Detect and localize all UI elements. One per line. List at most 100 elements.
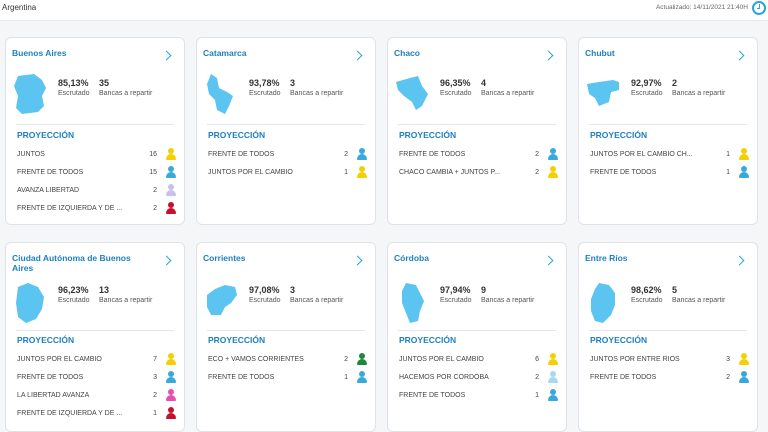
last-updated: Actualizado: 14/11/2021 21:40H — [655, 4, 748, 11]
chevron-right-icon[interactable] — [734, 255, 745, 266]
party-seats: 2 — [535, 374, 539, 381]
escrutado-label: Escrutado — [58, 297, 90, 304]
chevron-right-icon[interactable] — [543, 50, 554, 61]
projection-heading: PROYECCIÓN — [590, 335, 648, 345]
escrutado-stat: 97,08% Escrutado — [249, 285, 281, 306]
chevron-right-icon[interactable] — [352, 255, 363, 266]
escrutado-value: 85,13% — [58, 78, 89, 88]
province-name[interactable]: Entre Ríos — [585, 253, 628, 263]
escrutado-stat: 98,62% Escrutado — [631, 285, 663, 306]
province-card[interactable]: Catamarca 93,78% Escrutado 3 Bancas a repart… — [196, 37, 376, 225]
person-icon — [739, 148, 749, 161]
projection-list: FRENTE DE TODOS 2 CHACO CAMBIA + JUNTOS P.… — [399, 148, 560, 184]
escrutado-label: Escrutado — [249, 90, 281, 97]
escrutado-label: Escrutado — [631, 90, 663, 97]
party-row[interactable]: JUNTOS POR EL CAMBIO 7 — [17, 353, 178, 371]
party-seats: 2 — [535, 151, 539, 158]
province-card[interactable]: Corrientes 97,08% Escrutado 3 Bancas a repar… — [196, 242, 376, 432]
party-name: FRENTE DE TODOS — [208, 374, 275, 381]
party-row[interactable]: FRENTE DE TODOS 3 — [17, 371, 178, 389]
party-row[interactable]: JUNTOS POR EL CAMBIO CH... 1 — [590, 148, 751, 166]
escrutado-stat: 85,13% Escrutado — [58, 78, 90, 99]
chevron-right-icon[interactable] — [161, 255, 172, 266]
bancas-stat: 35 Bancas a repartir — [99, 78, 152, 99]
projection-heading: PROYECCIÓN — [17, 130, 75, 140]
person-icon — [548, 389, 558, 402]
party-name: FRENTE DE TODOS — [17, 169, 84, 176]
refresh-icon[interactable] — [752, 1, 766, 15]
party-row[interactable]: HACEMOS POR CÓRDOBA 2 — [399, 371, 560, 389]
province-map — [394, 72, 430, 116]
party-row[interactable]: LA LIBERTAD AVANZA 2 — [17, 389, 178, 407]
chevron-right-icon[interactable] — [734, 50, 745, 61]
bancas-value: 4 — [481, 78, 487, 88]
party-row[interactable]: JUNTOS POR ENTRE RÍOS 3 — [590, 353, 751, 371]
bancas-value: 13 — [99, 285, 110, 295]
party-seats: 3 — [153, 374, 157, 381]
province-card[interactable]: Entre Ríos 98,62% Escrutado 5 Bancas a repar… — [578, 242, 758, 432]
party-row[interactable]: AVANZA LIBERTAD 2 — [17, 184, 178, 202]
party-name: FRENTE DE TODOS — [399, 151, 466, 158]
party-seats: 2 — [726, 374, 730, 381]
party-seats: 2 — [344, 356, 348, 363]
party-row[interactable]: CHACO CAMBIA + JUNTOS P... 2 — [399, 166, 560, 184]
party-name: CHACO CAMBIA + JUNTOS P... — [399, 169, 501, 176]
party-row[interactable]: FRENTE DE IZQUIERDA Y DE ... 2 — [17, 202, 178, 220]
chevron-right-icon[interactable] — [543, 255, 554, 266]
province-card[interactable]: Ciudad Autónoma de Buenos Aires 96,23% Esc… — [5, 242, 185, 432]
province-name[interactable]: Córdoba — [394, 253, 429, 263]
projection-heading: PROYECCIÓN — [399, 335, 457, 345]
person-icon — [739, 371, 749, 384]
party-row[interactable]: JUNTOS POR EL CAMBIO 6 — [399, 353, 560, 371]
projection-list: ECO + VAMOS CORRIENTES 2 FRENTE DE TODOS 1 — [208, 353, 369, 389]
bancas-stat: 3 Bancas a repartir — [290, 78, 343, 99]
party-row[interactable]: FRENTE DE TODOS 1 — [590, 166, 751, 184]
province-name[interactable]: Chubut — [585, 48, 615, 58]
province-name[interactable]: Corrientes — [203, 253, 246, 263]
bancas-stat: 13 Bancas a repartir — [99, 285, 152, 306]
party-row[interactable]: FRENTE DE TODOS 1 — [399, 389, 560, 407]
bancas-value: 2 — [672, 78, 678, 88]
party-seats: 1 — [726, 169, 730, 176]
province-name[interactable]: Catamarca — [203, 48, 247, 58]
chevron-right-icon[interactable] — [161, 50, 172, 61]
bancas-label: Bancas a repartir — [672, 90, 726, 97]
party-row[interactable]: FRENTE DE TODOS 2 — [590, 371, 751, 389]
party-name: FRENTE DE TODOS — [17, 374, 84, 381]
party-row[interactable]: FRENTE DE TODOS 1 — [208, 371, 369, 389]
divider — [16, 124, 174, 125]
party-name: JUNTOS POR EL CAMBIO — [399, 356, 484, 363]
province-card[interactable]: Chubut 92,97% Escrutado 2 Bancas a repartir P… — [578, 37, 758, 225]
divider — [398, 124, 556, 125]
party-row[interactable]: FRENTE DE IZQUIERDA Y DE ... 1 — [17, 407, 178, 425]
projection-heading: PROYECCIÓN — [208, 335, 266, 345]
party-name: ECO + VAMOS CORRIENTES — [208, 356, 304, 363]
projection-heading: PROYECCIÓN — [590, 130, 648, 140]
page-title: Argentina — [2, 3, 37, 12]
party-row[interactable]: JUNTOS 16 — [17, 148, 178, 166]
escrutado-stat: 97,94% Escrutado — [440, 285, 472, 306]
escrutado-value: 98,62% — [631, 285, 662, 295]
divider — [207, 330, 365, 331]
bancas-label: Bancas a repartir — [99, 297, 153, 304]
party-row[interactable]: JUNTOS POR EL CAMBIO 1 — [208, 166, 369, 184]
province-name[interactable]: Ciudad Autónoma de Buenos Aires — [12, 253, 131, 273]
party-name: AVANZA LIBERTAD — [17, 187, 80, 194]
party-row[interactable]: FRENTE DE TODOS 2 — [399, 148, 560, 166]
person-icon — [166, 184, 176, 197]
province-name[interactable]: Buenos Aires — [12, 48, 67, 58]
party-row[interactable]: ECO + VAMOS CORRIENTES 2 — [208, 353, 369, 371]
party-name: FRENTE DE TODOS — [590, 169, 657, 176]
person-icon — [739, 353, 749, 366]
province-card[interactable]: Buenos Aires 85,13% Escrutado 35 Bancas a re… — [5, 37, 185, 225]
party-row[interactable]: FRENTE DE TODOS 15 — [17, 166, 178, 184]
person-icon — [548, 148, 558, 161]
province-name[interactable]: Chaco — [394, 48, 420, 58]
party-seats: 2 — [535, 169, 539, 176]
party-row[interactable]: FRENTE DE TODOS 2 — [208, 148, 369, 166]
province-card[interactable]: Córdoba 97,94% Escrutado 9 Bancas a repartir… — [387, 242, 567, 432]
party-seats: 1 — [344, 169, 348, 176]
chevron-right-icon[interactable] — [352, 50, 363, 61]
bancas-label: Bancas a repartir — [481, 90, 535, 97]
province-card[interactable]: Chaco 96,35% Escrutado 4 Bancas a repartir PR… — [387, 37, 567, 225]
